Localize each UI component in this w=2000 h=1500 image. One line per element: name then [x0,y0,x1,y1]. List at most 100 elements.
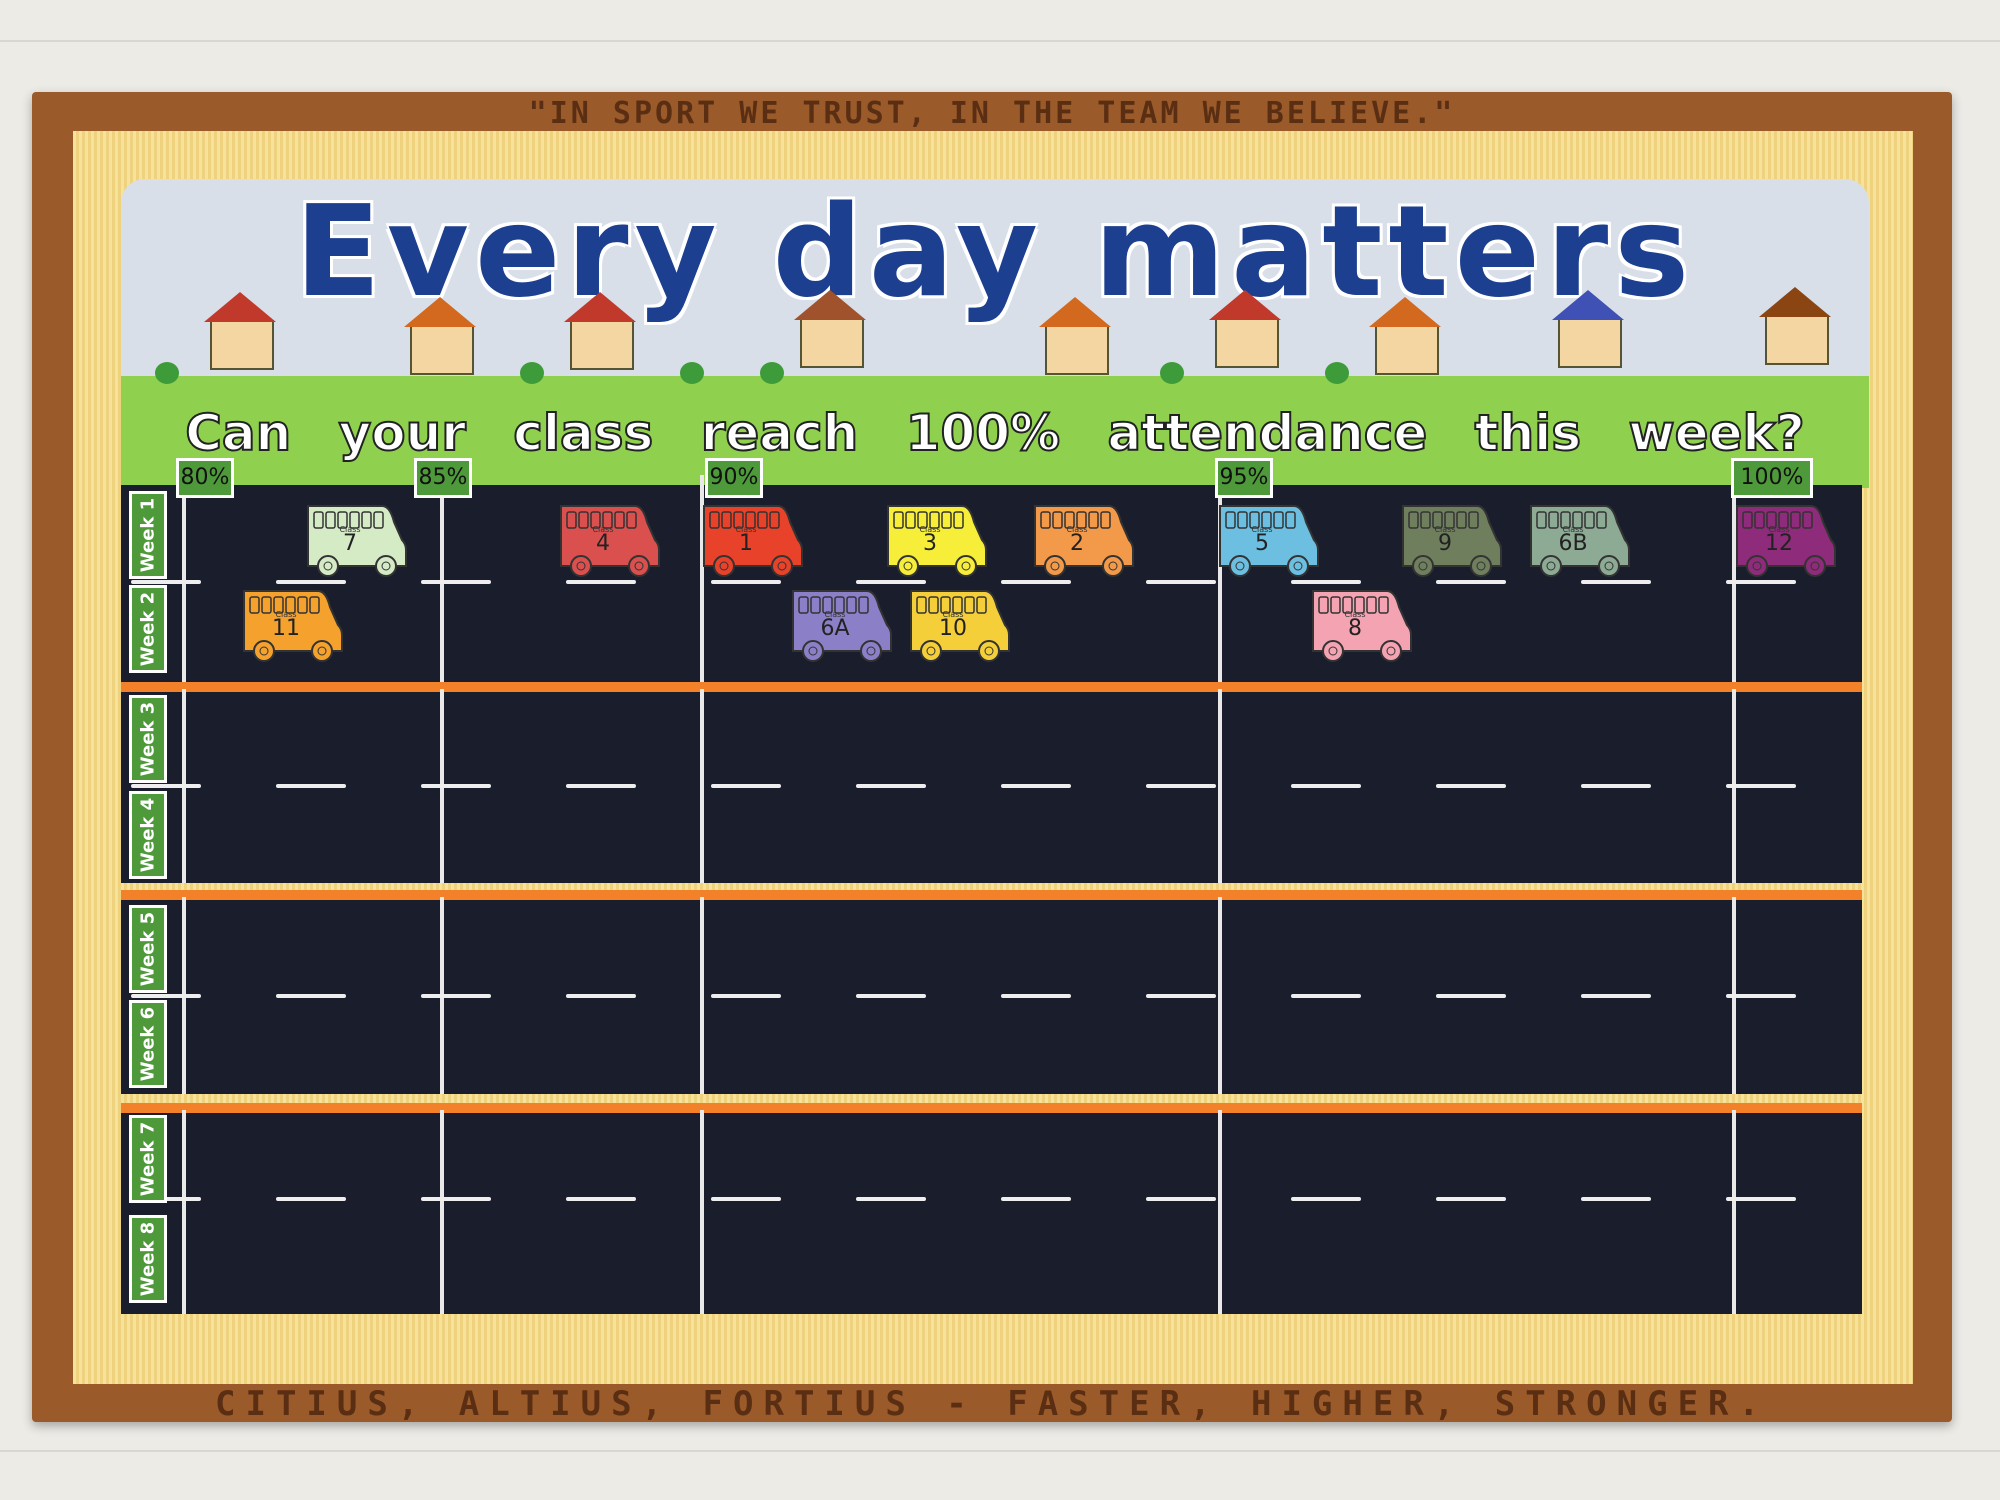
week-label-text: Week 1 [137,497,159,573]
road-dash [276,1197,346,1201]
road-dash [1436,1197,1506,1201]
road-band [121,689,1862,883]
road-dash [1581,994,1651,998]
lane-line [1218,897,1222,1094]
bus-class-label: 6A [820,616,850,641]
road-dash [276,784,346,788]
house-icon [1039,297,1111,375]
road-dash [566,1197,636,1201]
bus-class-1: Class 1 [698,500,808,582]
road-dash [566,784,636,788]
target-label-95pct: 95% [1215,458,1273,498]
week-label: Week 2 [129,585,167,673]
house-icon [1759,287,1831,365]
bus-icon [1219,505,1319,577]
wall-panel-line [0,40,2000,42]
road-dash [1001,1197,1071,1201]
bus-icon [560,505,660,577]
house-icon [794,290,866,368]
bus-class-label: 2 [1070,531,1084,556]
road-dash [856,994,926,998]
tree-icon [1325,362,1349,384]
house-wall [800,318,864,368]
house-wall [1375,325,1439,375]
bus-caption: Class [1344,610,1366,619]
bus-caption: Class [824,610,846,619]
bus-class-4: Class 4 [555,500,665,582]
bus-class-label: 9 [1438,531,1452,556]
road-dash [1291,784,1361,788]
road-dash [131,994,201,998]
house-roof [404,297,476,327]
week-label-text: Week 5 [137,911,159,987]
bus-class-8: Class 8 [1307,585,1417,667]
bus-class-5: Class 5 [1214,500,1324,582]
week-label-text: Week 6 [137,1006,159,1082]
road-dash [421,994,491,998]
house-roof [794,290,866,320]
bus-class-12: Class 12 [1731,500,1841,582]
bus-class-label: 6B [1558,531,1588,556]
road-dash [1146,784,1216,788]
house-roof [564,292,636,322]
house-icon [1552,290,1624,368]
lane-line [1732,475,1736,682]
orange-divider [121,890,1862,900]
target-label-90pct: 90% [705,458,763,498]
lane-line [182,475,186,682]
week-label: Week 7 [129,1115,167,1203]
bus-caption: Class [942,610,964,619]
lane-line [700,475,704,682]
tree-icon [155,362,179,384]
week-label: Week 6 [129,1000,167,1088]
house-roof [1209,290,1281,320]
house-wall [210,320,274,370]
orange-divider [121,682,1862,692]
target-label-85pct: 85% [414,458,472,498]
week-label-text: Week 2 [137,591,159,667]
road-dash [711,994,781,998]
bus-icon [1034,505,1134,577]
lane-line [1218,689,1222,883]
road-dash [856,580,926,584]
road-dash [131,784,201,788]
house-wall [410,325,474,375]
road-dash [421,1197,491,1201]
bus-class-10: Class 10 [905,585,1015,667]
bus-class-11: Class 11 [238,585,348,667]
bus-class-label: 4 [596,531,610,556]
week-label: Week 4 [129,791,167,879]
lane-line [1218,475,1222,682]
bus-class-label: 10 [939,616,967,641]
bus-class-label: 7 [343,531,357,556]
road-dash [1291,994,1361,998]
bus-class-6A: Class 6A [787,585,897,667]
bus-class-2: Class 2 [1029,500,1139,582]
tree-icon [1160,362,1184,384]
road-dash [1726,994,1796,998]
lane-line [182,1110,186,1314]
week-label: Week 8 [129,1215,167,1303]
motto-top: "IN SPORT WE TRUST, IN THE TEAM WE BELIE… [528,96,1456,131]
week-label-text: Week 4 [137,797,159,873]
week-label: Week 1 [129,491,167,579]
bus-icon [910,590,1010,662]
bus-icon [1402,505,1502,577]
bus-class-3: Class 3 [882,500,992,582]
house-roof [1552,290,1624,320]
road-dash [856,784,926,788]
lane-line [1218,1110,1222,1314]
tree-icon [520,362,544,384]
bus-icon [703,505,803,577]
bus-caption: Class [1434,525,1456,534]
house-roof [1369,297,1441,327]
road-dash [1146,1197,1216,1201]
road-dash [276,994,346,998]
tree-icon [760,362,784,384]
house-wall [570,320,634,370]
road-dash [1146,994,1216,998]
road-dash [1581,1197,1651,1201]
bus-class-label: 5 [1255,531,1269,556]
bus-icon [887,505,987,577]
house-roof [204,292,276,322]
